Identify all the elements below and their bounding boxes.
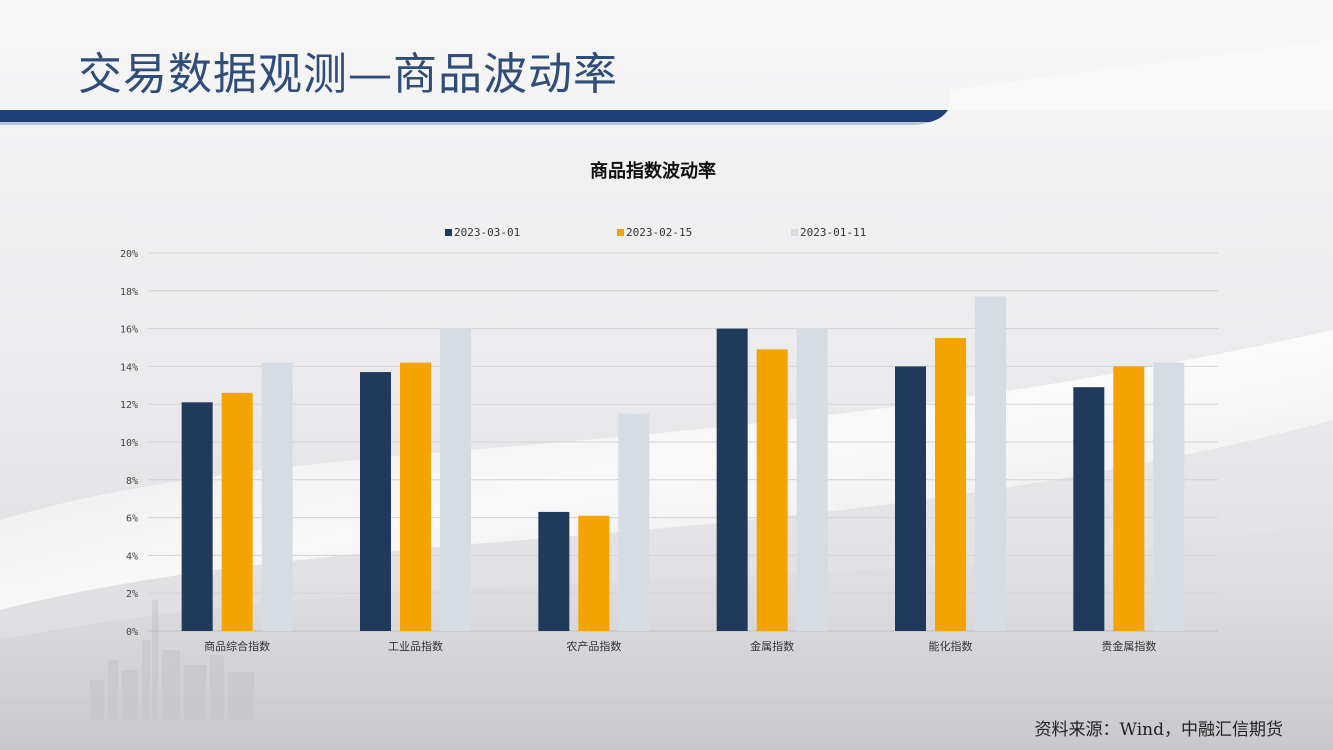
y-tick-label: 4% [126,551,138,562]
chart-title: 商品指数波动率 [590,160,716,182]
y-tick-label: 20% [120,249,138,260]
x-category-label: 金属指数 [750,639,794,653]
y-tick-label: 0% [126,627,138,638]
y-tick-label: 2% [126,589,138,600]
x-category-label: 农产品指数 [566,639,621,653]
bar-6-series-3 [1153,362,1185,631]
bar-6-series-1 [1073,387,1105,631]
bar-4-series-1 [716,328,748,631]
bar-4-series-2 [756,349,788,631]
bar-5-series-1 [895,366,926,631]
y-tick-label: 12% [120,400,138,411]
bar-layer [181,296,1185,631]
page-title: 交易数据观测—商品波动率 [78,49,618,100]
x-category-label: 能化指数 [929,639,973,653]
bar-5-series-3 [975,296,1006,631]
bar-2-series-2 [400,362,431,631]
y-tick-label: 6% [126,514,138,525]
bar-4-series-3 [796,328,828,631]
legend-label-3: 2023-01-11 [800,226,866,239]
x-category-label: 工业品指数 [388,639,443,653]
skyline-decoration [90,600,254,720]
x-category-label: 商品综合指数 [204,639,270,653]
bar-2-series-1 [360,372,391,631]
y-tick-label: 16% [120,325,138,336]
bar-6-series-2 [1113,366,1145,631]
label-layer: 商品指数波动率 2023-03-01 2023-02-15 2023-01-11 0% 2… [120,160,1156,653]
grid-layer [148,252,1218,632]
bar-1-series-3 [261,362,293,631]
bar-3-series-2 [578,515,610,631]
legend-swatch-3 [791,229,798,236]
y-tick-label: 14% [120,362,138,373]
legend-label-2: 2023-02-15 [626,226,692,239]
legend-swatch-2 [617,229,624,236]
y-tick-label: 8% [126,476,138,487]
bar-1-series-1 [181,402,213,631]
y-tick-label: 18% [120,287,138,298]
legend-label-1: 2023-03-01 [454,226,520,239]
x-category-label: 贵金属指数 [1101,639,1156,653]
bar-3-series-1 [538,511,570,631]
bar-5-series-2 [935,338,966,631]
bar-2-series-3 [440,328,471,631]
title-bar [0,110,948,125]
bar-1-series-2 [221,392,253,631]
source-note: 资料来源：Wind，中融汇信期货 [1034,720,1283,740]
y-tick-label: 10% [120,438,138,449]
legend-swatch-1 [445,229,452,236]
bar-3-series-3 [618,413,650,631]
